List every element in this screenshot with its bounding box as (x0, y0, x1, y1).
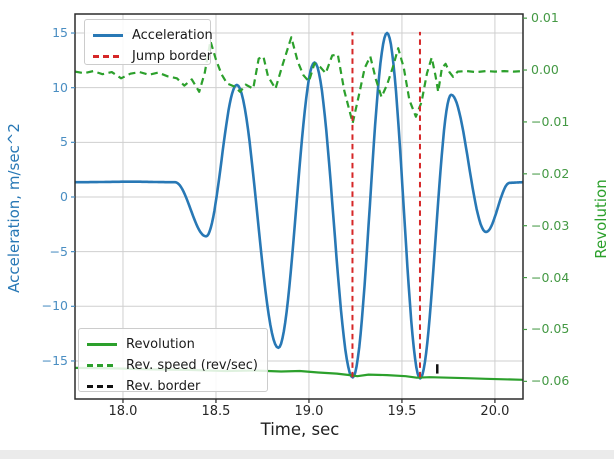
right-y-tick-label: −0.03 (531, 217, 570, 233)
legend-acceleration: Acceleration Jump border (84, 19, 213, 67)
legend-label-acceleration: Acceleration (132, 28, 213, 43)
acceleration-line-sample (93, 34, 123, 37)
right-y-tick-label: 0.01 (531, 10, 559, 26)
rev-border-line-sample (87, 385, 117, 388)
jump-border-line-sample (93, 55, 123, 58)
window-edge-strip (0, 450, 614, 459)
left-y-tick-label: 10 (52, 79, 68, 95)
x-tick-label: 19.5 (387, 404, 417, 419)
legend-label-rev-border: Rev. border (126, 379, 201, 394)
left-y-tick-label: 5 (60, 134, 68, 150)
right-y-tick-label: 0.00 (531, 62, 559, 78)
x-tick-label: 18.0 (108, 404, 138, 419)
x-tick-label: 19.0 (294, 404, 324, 419)
right-y-tick-label: −0.02 (531, 165, 570, 181)
right-y-tick-label: −0.06 (531, 373, 570, 389)
acceleration-curve (75, 31, 523, 380)
rev-speed-line-sample (87, 364, 117, 367)
legend-item-acceleration: Acceleration (93, 25, 213, 46)
revolution-line-sample (87, 343, 117, 346)
right-y-axis-label: Revolution (592, 179, 610, 259)
legend-label-jump-border: Jump border (132, 49, 213, 64)
left-y-tick-label: 0 (60, 188, 68, 204)
plot-border (74, 13, 524, 400)
right-y-tick-label: −0.01 (531, 113, 570, 129)
x-tick-label: 20.0 (480, 404, 510, 419)
legend-revolution: Revolution Rev. speed (rev/sec) Rev. bor… (78, 328, 268, 393)
left-y-tick-label: −15 (41, 352, 68, 368)
legend-item-rev-border: Rev. border (87, 376, 257, 397)
right-y-tick-label: −0.04 (531, 269, 570, 285)
x-axis-label: Time, sec (260, 420, 340, 439)
legend-item-revolution: Revolution (87, 334, 257, 355)
legend-item-rev-speed: Rev. speed (rev/sec) (87, 355, 258, 376)
rev-speed-rev-sec--curve (75, 36, 523, 125)
x-tick-label: 18.5 (201, 404, 231, 419)
left-y-tick-label: −5 (49, 243, 68, 259)
legend-item-jump-border: Jump border (93, 46, 212, 67)
left-y-tick-label: 15 (52, 25, 68, 41)
legend-label-rev-speed: Rev. speed (rev/sec) (126, 358, 258, 373)
right-y-tick-label: −0.05 (531, 321, 570, 337)
left-y-axis-label: Acceleration, m/sec^2 (5, 123, 23, 293)
legend-label-revolution: Revolution (126, 337, 195, 352)
left-y-tick-label: −10 (41, 298, 68, 314)
